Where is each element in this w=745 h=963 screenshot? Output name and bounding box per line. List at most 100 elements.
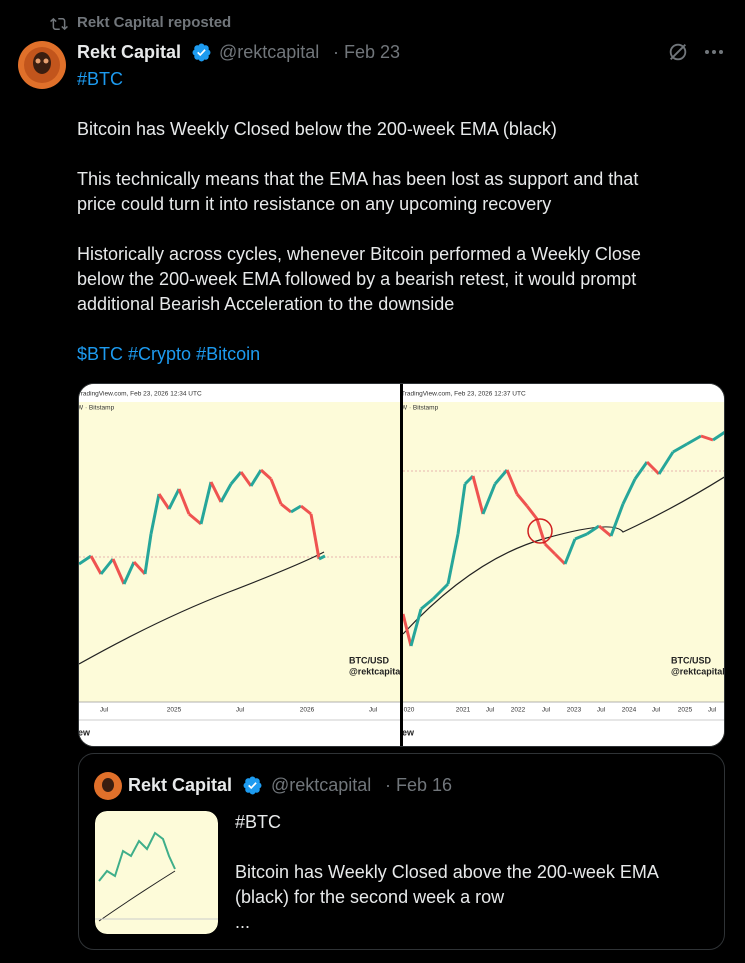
candle: [229, 471, 243, 485]
x-axis-label: 2024: [622, 707, 637, 714]
candle: [79, 554, 92, 566]
candle: [420, 597, 434, 611]
header-band: [403, 384, 724, 402]
repost-label[interactable]: Rekt Capital reposted: [77, 14, 232, 31]
candle: [167, 488, 181, 510]
candle: [493, 469, 509, 485]
chart-image[interactable]: TradingView.com, Feb 23, 2026 12:37 UTC W…: [403, 384, 725, 747]
candle: [143, 533, 153, 575]
verified-badge: [192, 43, 211, 62]
more-icon[interactable]: [703, 42, 725, 62]
author-handle[interactable]: @rektcapital: [219, 42, 320, 62]
image-source: W · Bitstamp: [79, 405, 115, 412]
quote-author: Rekt Capital: [128, 775, 233, 795]
post-line: Historically across cycles, whenever Bit…: [77, 244, 641, 264]
candle: [535, 518, 547, 545]
tag[interactable]: #Bitcoin: [196, 344, 261, 364]
x-axis-label: Jul: [542, 707, 551, 714]
candle: [446, 533, 460, 585]
author-name[interactable]: Rekt Capital: [77, 42, 182, 62]
candle: [409, 608, 423, 647]
quote-line: Bitcoin has Weekly Closed above the 200-…: [235, 862, 659, 882]
ema-line: [79, 551, 325, 665]
tag-line: $BTC #Crypto #Bitcoin: [77, 342, 260, 367]
candle: [111, 558, 126, 585]
chart-background: [79, 384, 400, 746]
candle: [645, 460, 661, 476]
x-axis-label: Jul: [708, 707, 717, 714]
candle: [89, 555, 103, 575]
quote-avatar: [94, 772, 122, 800]
candle: [431, 582, 450, 601]
quoted-post[interactable]: Rekt Capital @rektcapital · Feb 16 #BTC …: [78, 753, 725, 950]
verified-badge: [243, 776, 262, 795]
quote-handle: @rektcapital: [271, 775, 372, 795]
tag[interactable]: $BTC: [77, 344, 124, 364]
quote-date: Feb 16: [396, 775, 453, 795]
candle: [463, 474, 475, 486]
candle: [609, 503, 625, 537]
x-axis-label: 2026: [300, 707, 315, 714]
post-line: below the 200-week EMA followed by a bea…: [77, 269, 637, 289]
candle: [199, 481, 213, 525]
candle: [543, 542, 557, 556]
candle: [309, 513, 321, 560]
highlight-circle: [527, 518, 553, 544]
candle: [525, 505, 539, 520]
candle: [657, 451, 675, 475]
candle: [269, 478, 283, 505]
candle: [633, 461, 649, 480]
candle: [621, 478, 637, 505]
candle: [563, 538, 577, 565]
candle: [471, 475, 485, 515]
candle: [249, 469, 263, 487]
header-band: [79, 384, 400, 402]
symbol: BTC/USD: [349, 655, 389, 665]
quote-thumbnail: [95, 811, 218, 934]
post-line: price could turn it into resistance on a…: [77, 194, 552, 214]
grok-icon[interactable]: [667, 41, 689, 63]
separator: ·: [333, 42, 339, 62]
chart-background: [403, 384, 724, 746]
candle: [149, 493, 161, 535]
candle: [672, 442, 688, 454]
avatar[interactable]: [18, 41, 66, 89]
chart-image[interactable]: TradingView.com, Feb 23, 2026 12:34 UTC W…: [79, 384, 400, 747]
repost-icon: [50, 17, 68, 31]
candle: [290, 504, 302, 514]
candle: [505, 469, 519, 495]
separator: ·: [385, 775, 391, 795]
candle: [403, 613, 413, 647]
x-axis-label: 2021: [456, 707, 471, 714]
axis-band: [403, 702, 724, 746]
symbol: BTC/USD: [671, 655, 711, 665]
x-axis-label: 2022: [511, 707, 526, 714]
candle: [598, 524, 612, 538]
candle: [553, 552, 567, 566]
candle: [122, 561, 136, 585]
image-header: TradingView.com, Feb 23, 2026 12:34 UTC: [79, 391, 202, 398]
x-axis-label: Jul: [486, 707, 495, 714]
x-axis-label: 2025: [678, 707, 693, 714]
image-footer: ew: [403, 727, 415, 737]
post-line: additional Bearish Acceleration to the d…: [77, 294, 455, 314]
post-line: Bitcoin has Weekly Closed below the 200-…: [77, 119, 557, 139]
candle: [318, 554, 326, 561]
candle: [456, 483, 467, 535]
post-date[interactable]: Feb 23: [344, 42, 401, 62]
candle: [586, 524, 600, 536]
media[interactable]: TradingView.com, Feb 23, 2026 12:34 UTC W…: [78, 383, 725, 747]
candle: [700, 434, 714, 442]
candle: [219, 483, 233, 503]
candle: [209, 481, 223, 503]
candle: [132, 560, 147, 576]
image-source: W · Bitstamp: [403, 405, 439, 412]
hashtag[interactable]: #BTC: [77, 69, 124, 89]
candle: [99, 558, 115, 575]
tag[interactable]: #Crypto: [128, 344, 192, 364]
quote-hashtag: #BTC: [235, 812, 282, 832]
candle: [259, 468, 273, 481]
candle: [280, 502, 292, 514]
image-footer: ew: [79, 727, 91, 737]
